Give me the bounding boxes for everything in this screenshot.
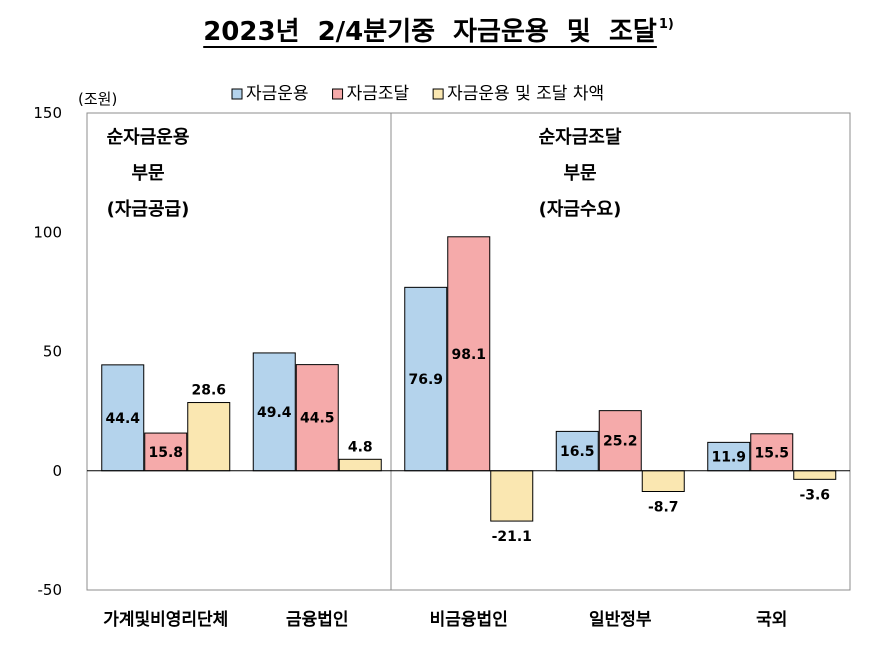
bar: [295, 364, 339, 472]
legend-swatch: [432, 88, 444, 100]
annotation-line: 부문: [131, 163, 164, 184]
bars: [101, 236, 837, 522]
y-tick-label: 150: [33, 104, 62, 122]
legend-label: 자금운용 및 조달 차액: [447, 84, 604, 104]
y-tick-label: 50: [43, 343, 62, 361]
data-label: 98.1: [451, 347, 486, 363]
legend-label: 자금조달: [347, 84, 410, 104]
legend-swatch: [231, 88, 243, 100]
bar: [641, 470, 685, 492]
legend: 자금운용 자금조달 자금운용 및 조달 차액: [231, 84, 604, 104]
annotation-line: 순자금조달: [539, 127, 622, 148]
annotation-line: (자금수요): [539, 199, 622, 220]
data-label: 15.8: [148, 445, 183, 461]
data-label: 15.5: [754, 445, 789, 461]
data-label: -3.6: [799, 487, 830, 503]
bar: [404, 286, 448, 472]
data-label: 28.6: [191, 383, 226, 399]
chart-title-superscript: 1): [659, 17, 674, 32]
x-category-label: 금융법인: [286, 610, 349, 630]
data-label: 44.4: [105, 411, 140, 427]
legend-item: 자금운용: [231, 84, 309, 104]
data-labels: 44.4 15.8 28.6 49.4 44.5 4.8 76.9 98.1 -21.1 16.5…: [105, 347, 830, 545]
bar: [252, 352, 296, 472]
legend-label: 자금운용: [246, 84, 309, 104]
bar: [447, 236, 491, 472]
data-label: 16.5: [560, 444, 595, 460]
bar: [490, 470, 534, 522]
x-category-label: 비금융법인: [430, 610, 508, 630]
x-category-label: 국외: [756, 610, 787, 630]
annotation-line: (자금공급): [107, 199, 190, 220]
bar: [793, 470, 837, 480]
annotation-line: 순자금운용: [107, 127, 190, 148]
data-label: 76.9: [408, 372, 443, 388]
data-label: 11.9: [711, 450, 746, 466]
data-label: 44.5: [300, 411, 335, 427]
bar: [187, 402, 231, 472]
legend-item: 자금운용 및 조달 차액: [432, 84, 604, 104]
legend-swatch: [332, 88, 344, 100]
legend-item: 자금조달: [332, 84, 410, 104]
data-label: -21.1: [492, 529, 532, 545]
x-category-label: 가계및비영리단체: [103, 610, 228, 630]
bar: [101, 364, 145, 472]
plot-area: -50 0 50 100 150 44.4 15.8 28.6 49.4 44.5 4.8 76.9 9…: [33, 104, 851, 630]
unit-label: (조원): [78, 90, 117, 108]
x-category-label: 일반정부: [589, 610, 652, 630]
plot-frame: [86, 112, 851, 591]
y-tick-label: 100: [33, 223, 62, 241]
y-tick-label: 0: [52, 462, 62, 480]
data-label: 4.8: [348, 439, 373, 455]
bar: [707, 441, 751, 472]
data-label: 49.4: [257, 405, 292, 421]
bar: [144, 432, 188, 472]
data-label: 25.2: [603, 434, 638, 450]
data-label: -8.7: [648, 499, 679, 515]
chart-title-group: 2023년 2/4분기중 자금운용 및 조달 1): [203, 17, 674, 48]
chart-title: 2023년 2/4분기중 자금운용 및 조달: [203, 17, 657, 47]
bar: [338, 458, 382, 472]
y-tick-label: -50: [38, 581, 63, 599]
annotation-line: 부문: [563, 163, 596, 184]
